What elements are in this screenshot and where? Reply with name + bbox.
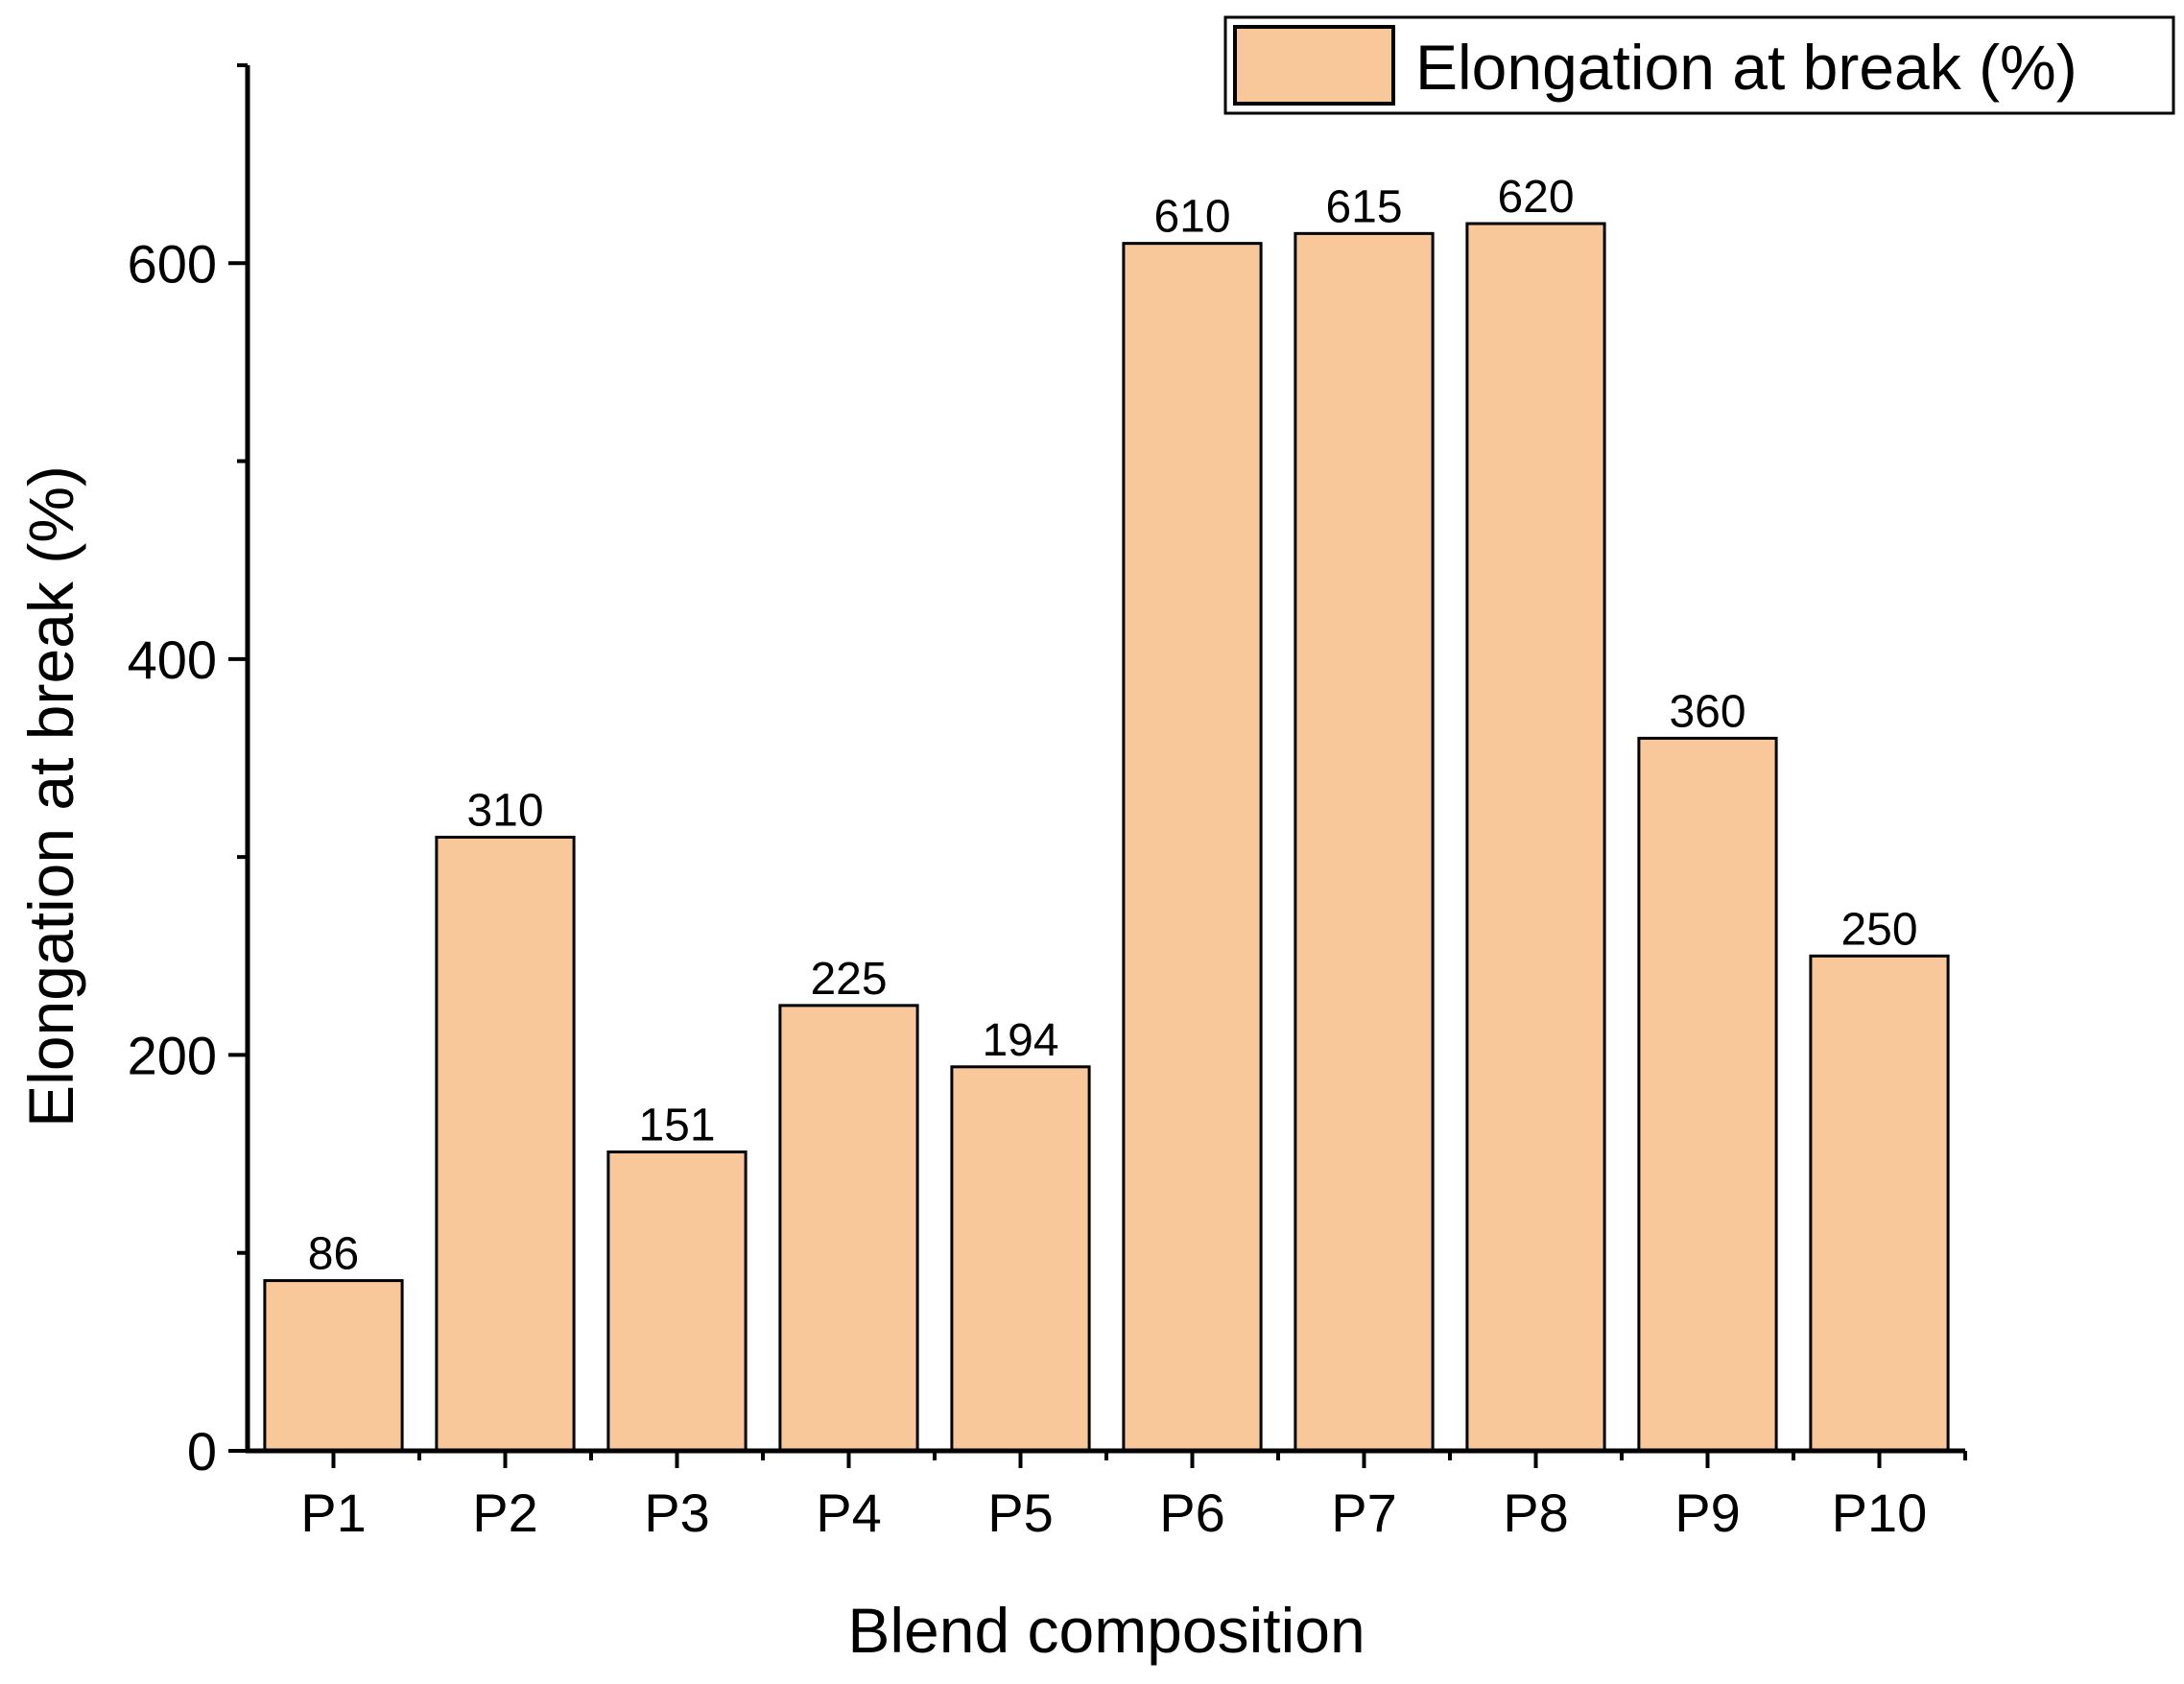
- x-tick-label: P3: [644, 1482, 710, 1543]
- bar-p9: [1637, 736, 1778, 1453]
- x-tick-label: P6: [1159, 1482, 1225, 1543]
- bar-p7: [1294, 231, 1435, 1453]
- bar-value-label: 225: [810, 954, 887, 1005]
- x-axis-title: Blend composition: [847, 1595, 1365, 1666]
- legend-swatch: [1233, 25, 1395, 106]
- bar-p1: [263, 1279, 404, 1453]
- y-tick-label: 200: [128, 1025, 217, 1085]
- y-tick-label: 600: [128, 233, 217, 294]
- bar-value-label: 615: [1325, 181, 1402, 232]
- bar-value-label: 194: [982, 1015, 1058, 1066]
- bars-layer: 86 310 151 225 194 610 615 620 360 250: [263, 172, 1950, 1453]
- y-tick-label: 400: [128, 629, 217, 690]
- x-tick-label: P5: [987, 1482, 1054, 1543]
- x-tick-label: P7: [1331, 1482, 1397, 1543]
- x-tick-label: P4: [816, 1482, 882, 1543]
- bar-value-label: 250: [1840, 904, 1917, 955]
- bar-p8: [1465, 222, 1606, 1453]
- y-tick-label: 0: [187, 1421, 217, 1482]
- bar-p6: [1122, 242, 1263, 1453]
- legend: Elongation at break (%): [1223, 15, 2175, 115]
- bar-value-label: 610: [1153, 192, 1230, 243]
- x-tick-label: P8: [1503, 1482, 1569, 1543]
- legend-label: Elongation at break (%): [1415, 32, 2077, 103]
- ticks-layer: P1 P2 P3 P4 P5 P6 P7 P8 P9 P10 0 200 400 600: [128, 63, 1967, 1543]
- bar-value-label: 360: [1669, 686, 1745, 737]
- bar-p2: [435, 836, 576, 1453]
- x-tick-label: P2: [472, 1482, 538, 1543]
- bar-p4: [778, 1004, 919, 1453]
- bar-p5: [950, 1065, 1091, 1453]
- bar-p3: [606, 1150, 748, 1453]
- x-tick-label: P9: [1674, 1482, 1741, 1543]
- x-tick-label: P10: [1832, 1482, 1928, 1543]
- bar-value-label: 620: [1497, 172, 1574, 223]
- bar-value-label: 151: [638, 1101, 715, 1151]
- bar-value-label: 86: [308, 1229, 359, 1280]
- bar-p10: [1809, 954, 1950, 1453]
- x-tick-label: P1: [300, 1482, 367, 1543]
- bar-value-label: 310: [466, 786, 543, 837]
- y-axis-title: Elongation at break (%): [15, 465, 86, 1127]
